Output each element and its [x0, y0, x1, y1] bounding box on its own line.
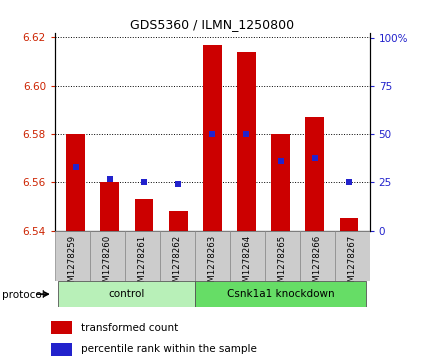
Text: transformed count: transformed count — [81, 323, 179, 333]
Point — [345, 180, 352, 185]
Text: GSM1278261: GSM1278261 — [138, 234, 147, 293]
Bar — [55, 231, 90, 281]
Bar — [203, 45, 222, 231]
Bar — [300, 231, 335, 281]
Text: Csnk1a1 knockdown: Csnk1a1 knockdown — [227, 289, 334, 299]
Bar — [271, 134, 290, 231]
Title: GDS5360 / ILMN_1250800: GDS5360 / ILMN_1250800 — [130, 19, 294, 32]
Point — [277, 159, 284, 164]
Text: GSM1278260: GSM1278260 — [103, 234, 112, 293]
Bar — [160, 231, 195, 281]
Bar — [237, 52, 256, 231]
Text: GSM1278267: GSM1278267 — [348, 234, 357, 293]
Bar — [135, 199, 153, 231]
Point — [312, 155, 319, 160]
Point — [175, 182, 182, 187]
Point — [140, 180, 147, 185]
Text: GSM1278263: GSM1278263 — [208, 234, 217, 293]
Point — [72, 164, 79, 170]
Point — [243, 131, 250, 137]
Bar — [230, 231, 265, 281]
Text: GSM1278266: GSM1278266 — [313, 234, 322, 293]
Text: control: control — [109, 289, 145, 299]
Bar — [305, 117, 324, 231]
Bar — [100, 182, 119, 231]
Bar — [265, 231, 300, 281]
Bar — [195, 281, 366, 307]
Bar — [66, 134, 85, 231]
Point — [106, 176, 113, 182]
Bar — [125, 231, 160, 281]
Text: GSM1278262: GSM1278262 — [173, 234, 182, 293]
Bar — [59, 281, 195, 307]
Bar — [169, 211, 187, 231]
Text: GSM1278265: GSM1278265 — [278, 234, 287, 293]
Bar — [90, 231, 125, 281]
Bar — [51, 321, 72, 334]
Bar — [340, 219, 359, 231]
Text: GSM1278259: GSM1278259 — [68, 234, 77, 293]
Point — [209, 131, 216, 137]
Bar — [51, 343, 72, 356]
Text: GSM1278264: GSM1278264 — [243, 234, 252, 293]
Bar — [335, 231, 370, 281]
Bar — [195, 231, 230, 281]
Text: percentile rank within the sample: percentile rank within the sample — [81, 344, 257, 354]
Text: protocol: protocol — [2, 290, 45, 300]
